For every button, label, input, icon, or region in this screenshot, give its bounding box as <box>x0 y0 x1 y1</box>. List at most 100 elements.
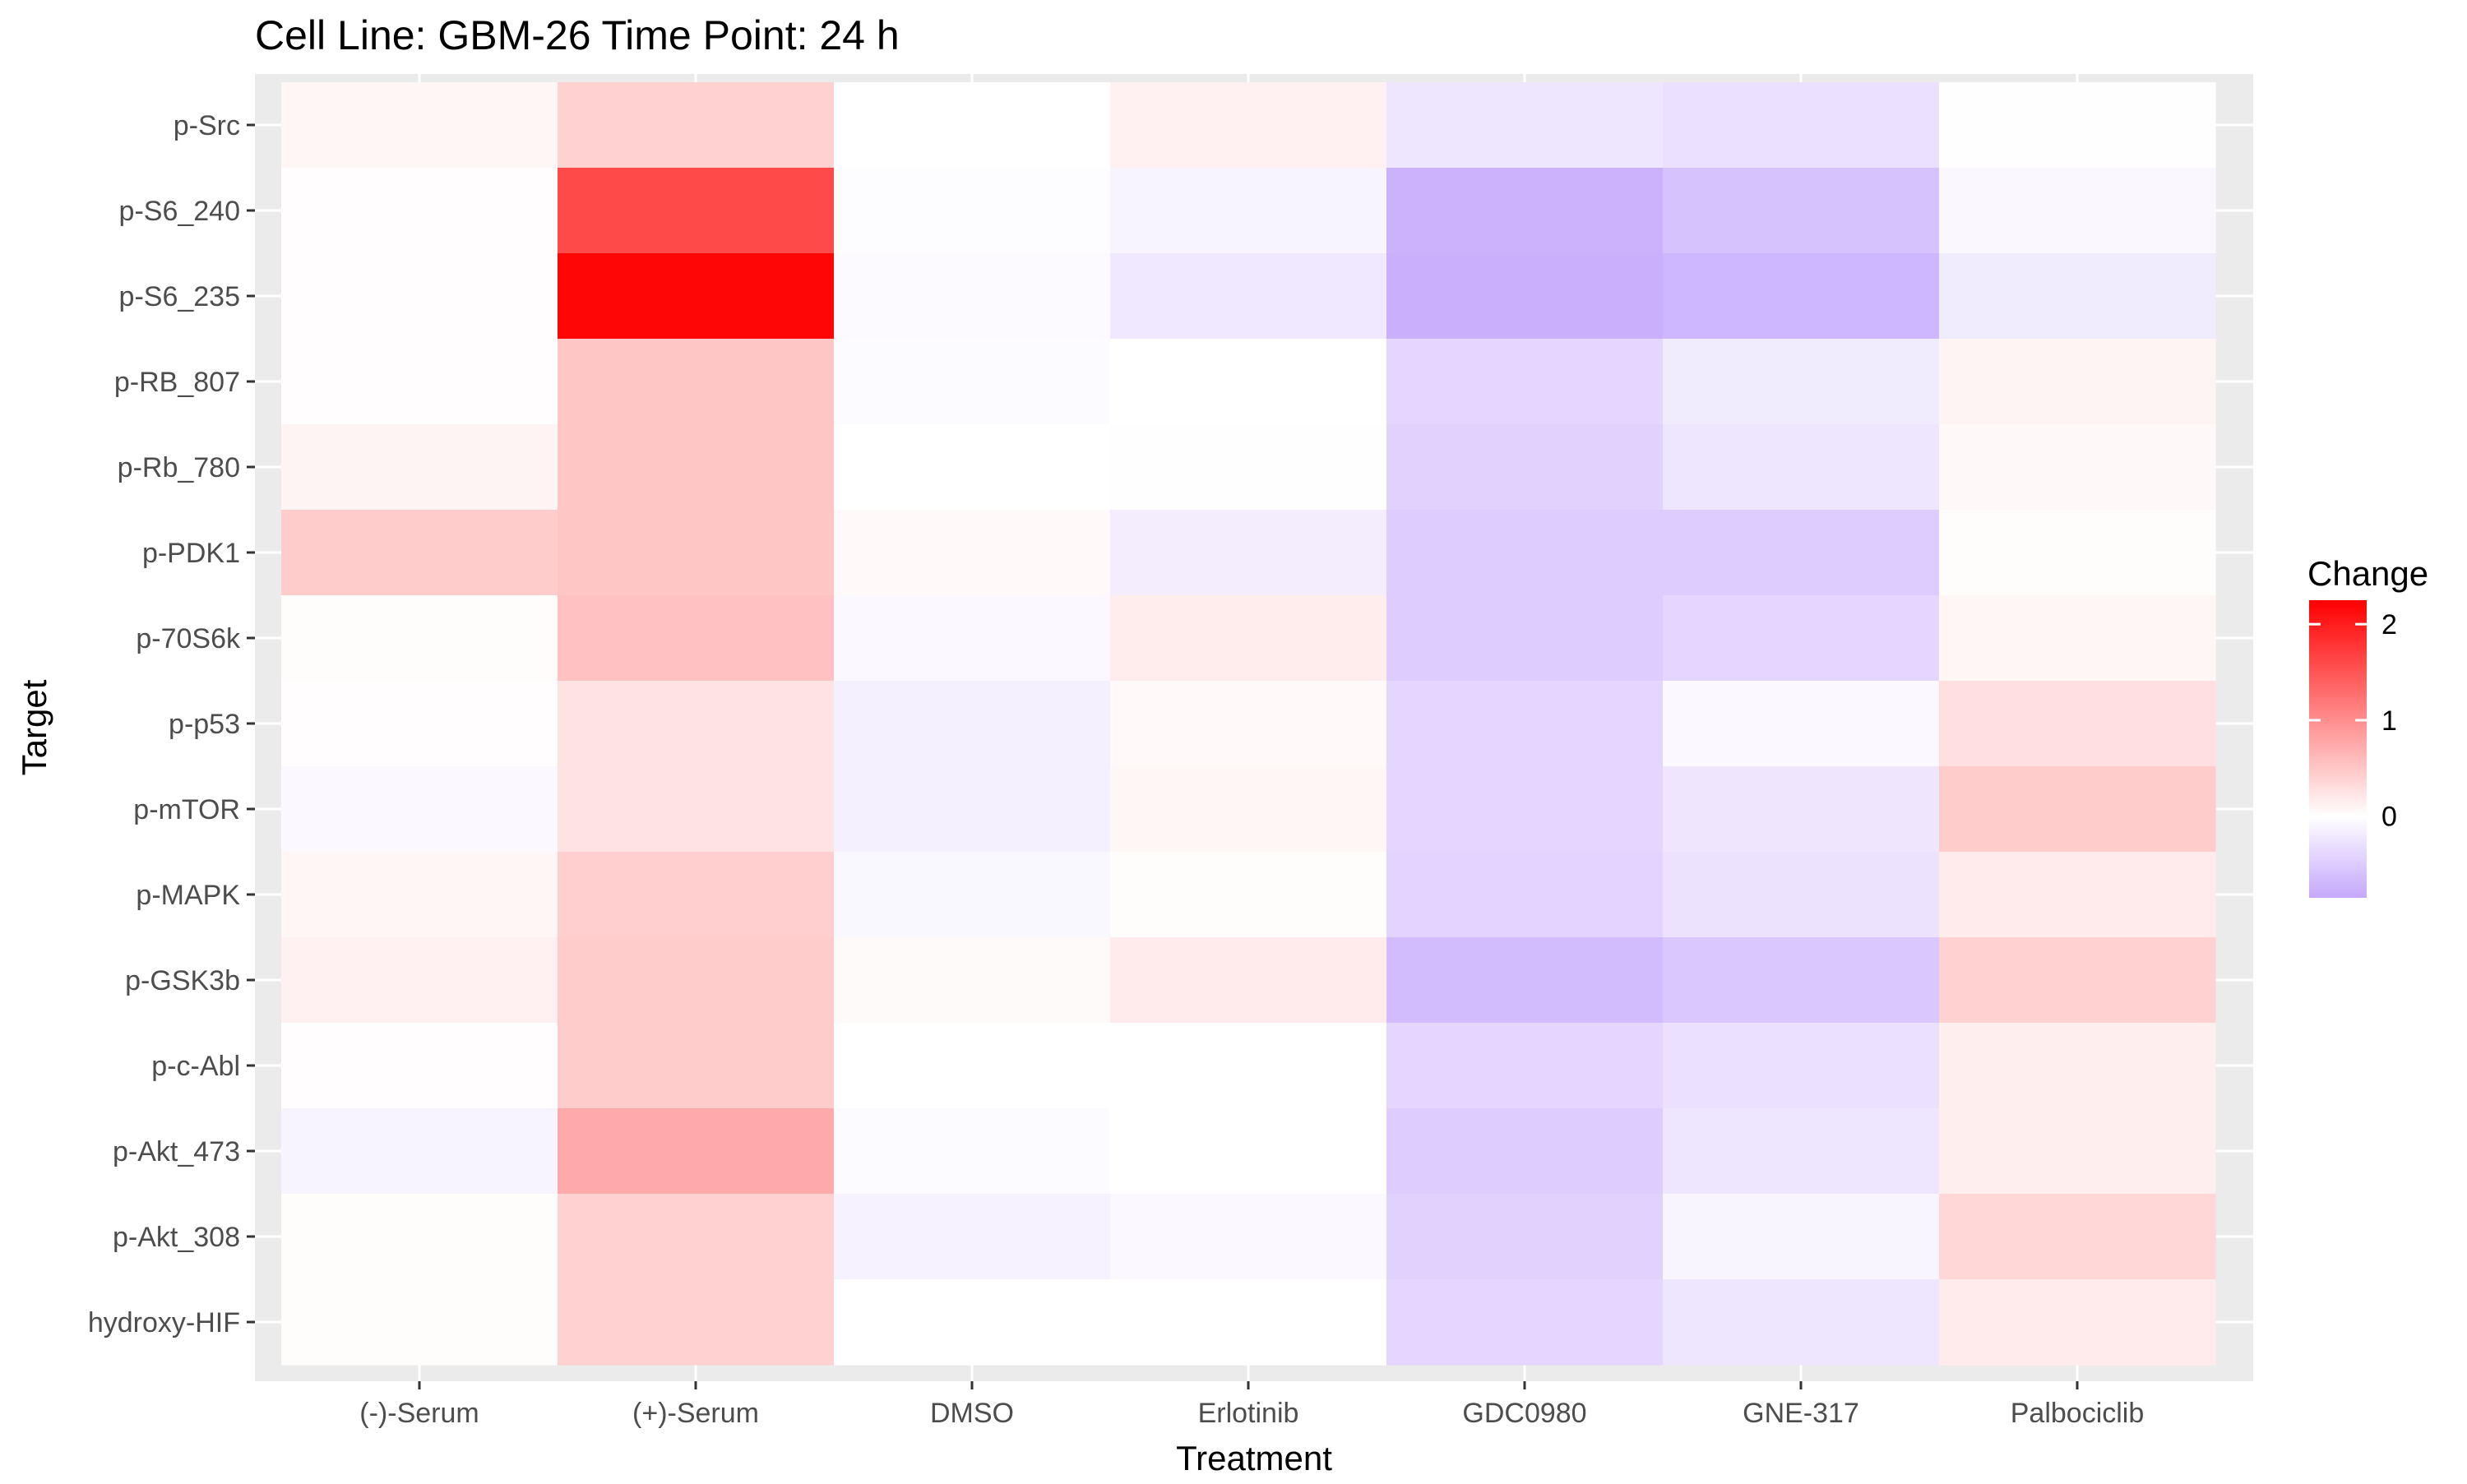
y-tick-label: p-mTOR <box>133 794 240 825</box>
legend-title: Change <box>2307 554 2428 593</box>
heatmap-cell <box>558 681 835 767</box>
heatmap-cell <box>834 681 1111 767</box>
heatmap-cell <box>558 510 835 596</box>
legend-colorbar <box>2309 600 2367 898</box>
heatmap-cell <box>1663 339 1940 425</box>
x-tick-label: Erlotinib <box>1198 1398 1299 1429</box>
legend-tick-label: 2 <box>2381 609 2397 640</box>
y-tick-label: p-Akt_473 <box>113 1136 240 1167</box>
heatmap-cells <box>281 82 2216 1366</box>
heatmap-cell <box>1663 852 1940 938</box>
heatmap-cell <box>1939 1279 2216 1366</box>
y-tick-label: hydroxy-HIF <box>88 1307 240 1338</box>
x-axis-ticks: (-)-Serum (+)-Serum DMSO Erlotinib GDC0980 GN… <box>359 1381 2144 1429</box>
y-tick-label: p-Akt_308 <box>113 1222 240 1253</box>
heatmap-cell <box>834 253 1111 340</box>
heatmap-cell <box>1386 1194 1664 1280</box>
heatmap-cell <box>1939 510 2216 596</box>
heatmap-cell <box>834 424 1111 511</box>
heatmap-cell <box>1110 681 1387 767</box>
x-tick-label: Palbociclib <box>2011 1398 2145 1429</box>
color-legend: Change 2 1 0 <box>2307 554 2428 898</box>
heatmap-cell <box>1939 168 2216 254</box>
heatmap-cell <box>1386 82 1664 169</box>
heatmap-cell <box>1939 852 2216 938</box>
heatmap-cell <box>1110 510 1387 596</box>
heatmap-cell <box>1939 937 2216 1024</box>
heatmap-cell <box>1386 852 1664 938</box>
heatmap-cell <box>1386 1108 1664 1195</box>
heatmap-cell <box>1110 1108 1387 1195</box>
heatmap-cell <box>834 852 1111 938</box>
y-tick-label: p-S6_235 <box>119 281 240 312</box>
heatmap-cell <box>1663 510 1940 596</box>
heatmap-cell <box>558 424 835 511</box>
y-tick-label: p-p53 <box>169 709 240 740</box>
heatmap-cell <box>834 1194 1111 1280</box>
heatmap-cell <box>834 595 1111 682</box>
heatmap-cell <box>1386 339 1664 425</box>
heatmap-cell <box>1663 681 1940 767</box>
legend-ticks: 2 1 0 <box>2309 609 2397 833</box>
heatmap-cell <box>834 82 1111 169</box>
heatmap-cell <box>834 937 1111 1024</box>
x-tick-label: (-)-Serum <box>359 1398 479 1429</box>
heatmap-cell <box>1386 510 1664 596</box>
heatmap-cell <box>1110 1279 1387 1366</box>
heatmap-cell <box>281 82 558 169</box>
heatmap-cell <box>558 1279 835 1366</box>
heatmap-cell <box>1663 1108 1940 1195</box>
heatmap-cell <box>1939 82 2216 169</box>
y-tick-label: p-PDK1 <box>142 538 240 569</box>
heatmap-cell <box>558 595 835 682</box>
heatmap-cell <box>1110 937 1387 1024</box>
heatmap-cell <box>1663 424 1940 511</box>
heatmap-cell <box>1110 852 1387 938</box>
heatmap-cell <box>834 339 1111 425</box>
heatmap-cell <box>558 852 835 938</box>
heatmap-cell <box>834 510 1111 596</box>
x-tick-label: DMSO <box>930 1398 1014 1429</box>
heatmap-cell <box>558 766 835 853</box>
heatmap-cell <box>1939 424 2216 511</box>
heatmap-cell <box>1663 1023 1940 1109</box>
y-tick-label: p-GSK3b <box>125 965 240 996</box>
heatmap-cell <box>1386 937 1664 1024</box>
heatmap-cell <box>281 852 558 938</box>
x-tick-label: GDC0980 <box>1462 1398 1586 1429</box>
heatmap-cell <box>1939 1023 2216 1109</box>
heatmap-cell <box>1110 339 1387 425</box>
y-tick-label: p-MAPK <box>136 880 240 911</box>
legend-tick-label: 1 <box>2381 705 2397 737</box>
heatmap-cell <box>1939 595 2216 682</box>
heatmap-cell <box>1663 253 1940 340</box>
x-tick-label: GNE-317 <box>1743 1398 1859 1429</box>
heatmap-cell <box>558 1194 835 1280</box>
heatmap-cell <box>1110 1023 1387 1109</box>
y-tick-label: p-70S6k <box>136 623 241 654</box>
heatmap-cell <box>1386 1279 1664 1366</box>
heatmap-cell <box>1110 766 1387 853</box>
heatmap-cell <box>1663 82 1940 169</box>
x-axis-title: Treatment <box>1176 1439 1332 1477</box>
heatmap-cell <box>1939 681 2216 767</box>
heatmap-cell <box>281 1108 558 1195</box>
heatmap-cell <box>1939 766 2216 853</box>
heatmap-cell <box>834 1023 1111 1109</box>
y-tick-label: p-c-Abl <box>151 1051 240 1082</box>
heatmap-cell <box>1663 1279 1940 1366</box>
heatmap-cell <box>1110 253 1387 340</box>
heatmap-cell <box>1663 595 1940 682</box>
heatmap-cell <box>1386 253 1664 340</box>
heatmap-cell <box>281 937 558 1024</box>
heatmap-cell <box>1386 168 1664 254</box>
heatmap-cell <box>1663 766 1940 853</box>
heatmap-cell <box>1663 1194 1940 1280</box>
legend-tick-label: 0 <box>2381 802 2397 833</box>
heatmap-cell <box>1939 1194 2216 1280</box>
x-tick-label: (+)-Serum <box>632 1398 759 1429</box>
heatmap-cell <box>1110 82 1387 169</box>
y-tick-label: p-RB_807 <box>114 367 240 398</box>
